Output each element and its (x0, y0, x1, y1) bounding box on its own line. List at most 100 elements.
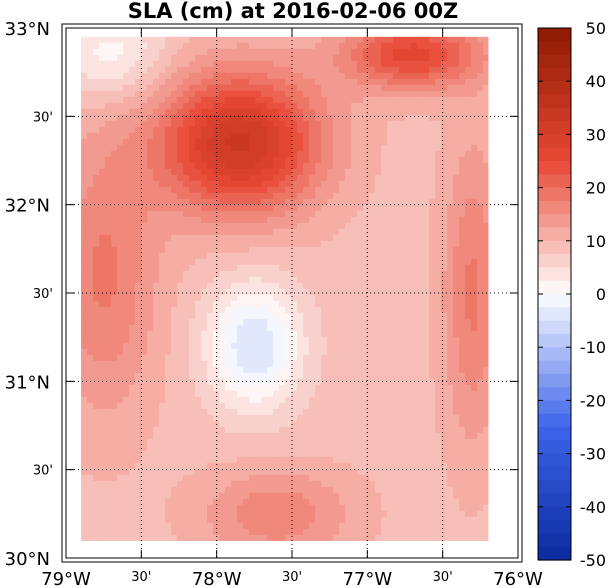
field-cell (297, 54, 304, 62)
field-cell (249, 48, 256, 56)
field-cell (105, 72, 112, 80)
field-cell (201, 282, 208, 290)
field-cell (333, 60, 340, 68)
field-cell (111, 54, 118, 62)
field-cell (123, 306, 130, 314)
field-cell (327, 66, 334, 74)
field-cell (441, 468, 448, 476)
field-cell (303, 126, 310, 134)
field-cell (207, 168, 214, 176)
field-cell (141, 444, 148, 452)
field-cell (87, 42, 94, 50)
field-cell (333, 414, 340, 422)
field-cell (327, 192, 334, 200)
field-cell (297, 240, 304, 248)
field-cell (249, 246, 256, 254)
field-cell (483, 258, 489, 266)
field-cell (321, 276, 328, 284)
field-cell (231, 366, 238, 374)
field-cell (81, 414, 88, 422)
field-cell (411, 132, 418, 140)
field-cell (243, 288, 250, 296)
field-cell (447, 174, 454, 182)
field-cell (297, 432, 304, 440)
field-cell (483, 90, 489, 98)
field-cell (429, 96, 436, 104)
field-cell (123, 222, 130, 230)
field-cell (321, 330, 328, 338)
field-cell (363, 84, 370, 92)
field-cell (399, 264, 406, 272)
field-cell (171, 246, 178, 254)
field-cell (333, 468, 340, 476)
field-cell (387, 144, 394, 152)
field-cell (153, 366, 160, 374)
field-cell (87, 474, 94, 482)
field-cell (303, 270, 310, 278)
field-cell (267, 192, 274, 200)
field-cell (117, 420, 124, 428)
field-cell (93, 420, 100, 428)
field-cell (315, 102, 322, 110)
field-cell (345, 96, 352, 104)
field-cell (453, 72, 460, 80)
field-cell (153, 192, 160, 200)
field-cell (423, 198, 430, 206)
field-cell (267, 132, 274, 140)
field-cell (297, 372, 304, 380)
field-cell (135, 372, 142, 380)
field-cell (207, 204, 214, 212)
field-cell (177, 60, 184, 68)
field-cell (369, 90, 376, 98)
field-cell (303, 264, 310, 272)
field-cell (357, 462, 364, 470)
field-cell (147, 456, 154, 464)
field-cell (81, 450, 88, 458)
field-cell (375, 192, 382, 200)
field-cell (171, 360, 178, 368)
field-cell (111, 288, 118, 296)
field-cell (393, 66, 400, 74)
field-cell (261, 36, 268, 44)
field-cell (477, 216, 484, 224)
field-cell (429, 192, 436, 200)
field-cell (189, 408, 196, 416)
field-cell (435, 354, 442, 362)
field-cell (369, 102, 376, 110)
field-cell (351, 336, 358, 344)
field-cell (405, 426, 412, 434)
field-cell (393, 300, 400, 308)
field-cell (219, 294, 226, 302)
field-cell (177, 108, 184, 116)
field-cell (465, 240, 472, 248)
field-cell (99, 462, 106, 470)
field-cell (135, 36, 142, 44)
field-cell (435, 132, 442, 140)
field-cell (219, 150, 226, 158)
field-cell (135, 48, 142, 56)
field-cell (159, 216, 166, 224)
field-cell (261, 414, 268, 422)
field-cell (213, 78, 220, 86)
field-cell (393, 318, 400, 326)
field-cell (315, 156, 322, 164)
field-cell (105, 402, 112, 410)
field-cell (111, 210, 118, 218)
field-cell (261, 318, 268, 326)
field-cell (183, 144, 190, 152)
field-cell (321, 360, 328, 368)
field-cell (435, 462, 442, 470)
field-cell (171, 378, 178, 386)
field-cell (93, 228, 100, 236)
field-cell (159, 282, 166, 290)
field-cell (219, 252, 226, 260)
field-cell (135, 198, 142, 206)
field-cell (369, 462, 376, 470)
field-cell (309, 408, 316, 416)
field-cell (375, 84, 382, 92)
field-cell (183, 444, 190, 452)
field-cell (477, 60, 484, 68)
field-cell (279, 102, 286, 110)
field-cell (201, 438, 208, 446)
field-cell (459, 240, 466, 248)
